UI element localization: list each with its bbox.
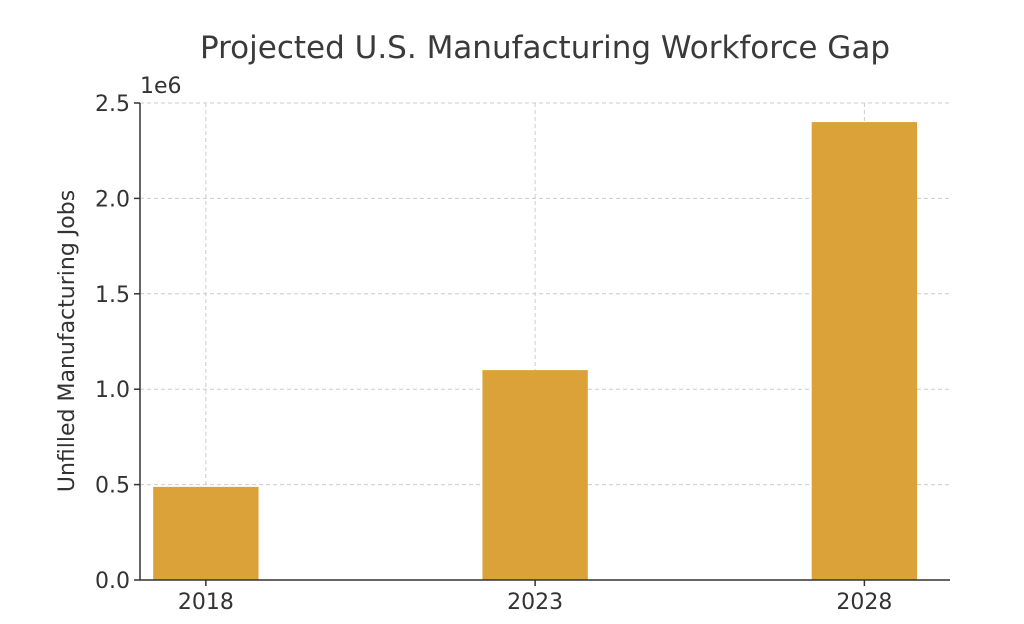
bars [153, 122, 918, 580]
y-tick-label: 2.5 [95, 92, 130, 117]
chart-title: Projected U.S. Manufacturing Workforce G… [200, 30, 890, 66]
y-tick-label: 0.0 [95, 569, 130, 594]
y-tick-label: 1.5 [95, 283, 130, 308]
y-tick-label: 2.0 [95, 187, 130, 212]
x-tick-label: 2028 [836, 590, 892, 615]
y-axis-offset-label: 1e6 [140, 74, 182, 99]
x-axis-ticks: 2018 2023 2028 [178, 580, 892, 615]
bar-2018 [153, 486, 259, 580]
y-axis-ticks: 0.0 0.5 1.0 1.5 2.0 2.5 [95, 92, 140, 594]
x-tick-label: 2023 [507, 590, 563, 615]
bar-2028 [811, 122, 918, 580]
y-tick-label: 1.0 [95, 378, 130, 403]
y-axis-label: Unfilled Manufacturing Jobs [55, 190, 80, 492]
bar-2023 [482, 370, 588, 580]
x-tick-label: 2018 [178, 590, 234, 615]
y-tick-label: 0.5 [95, 474, 130, 499]
